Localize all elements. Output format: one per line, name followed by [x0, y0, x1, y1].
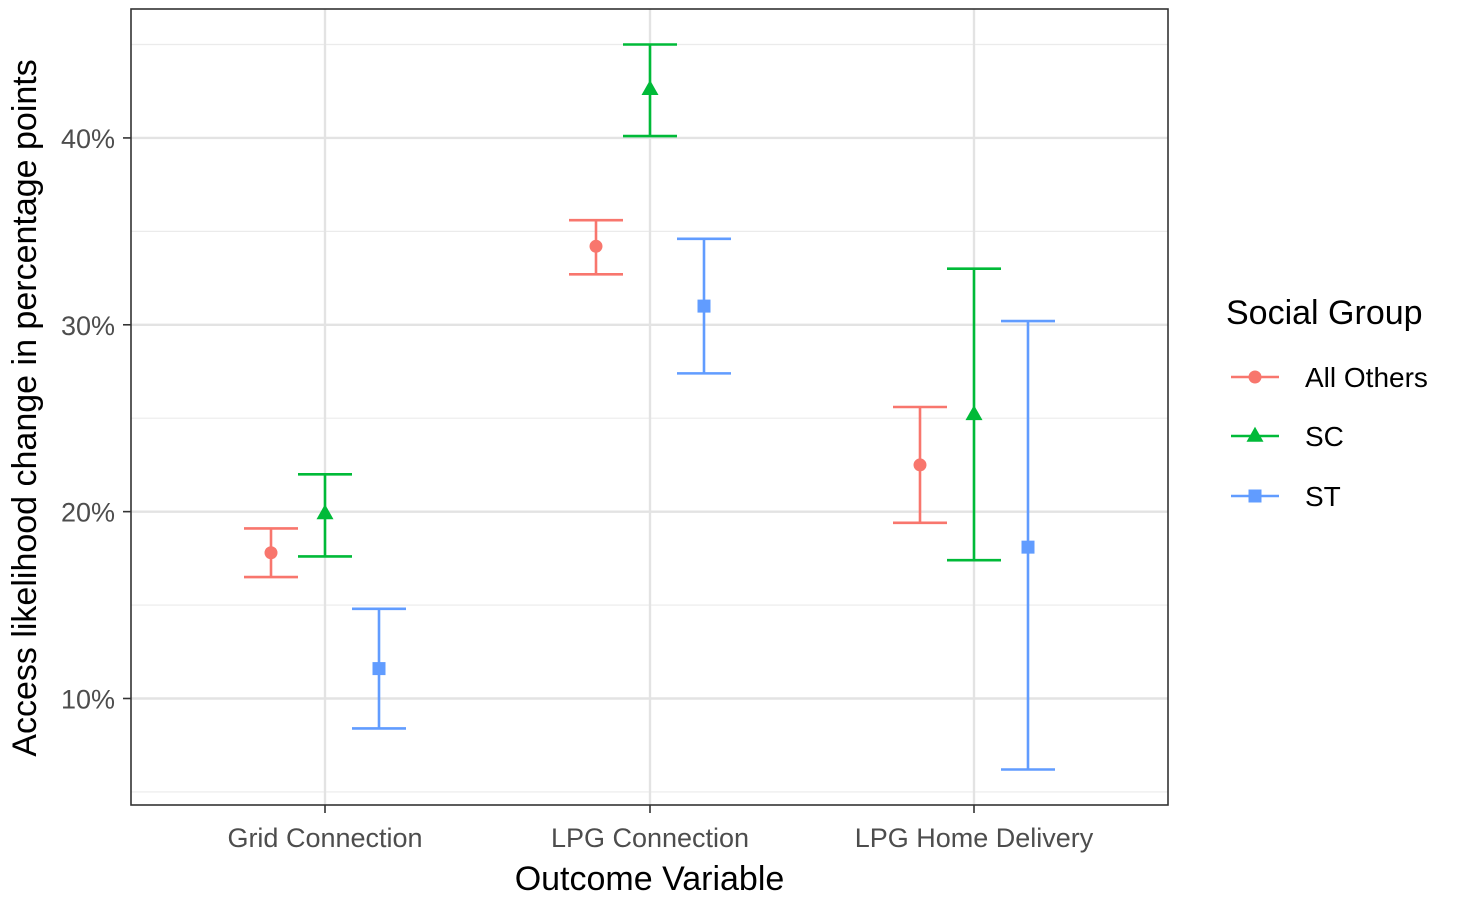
- legend-entry: ST: [1231, 481, 1341, 512]
- point-estimate: [372, 662, 386, 676]
- point-estimate: [316, 504, 334, 520]
- data-marks: [244, 43, 1055, 771]
- y-axis-title: Access likelihood change in percentage p…: [6, 59, 44, 756]
- legend-label: SC: [1305, 421, 1344, 452]
- y-tick-label: 20%: [61, 498, 115, 528]
- point-estimate: [697, 299, 711, 313]
- legend-entry: All Others: [1231, 362, 1428, 393]
- legend-key-marker: [1248, 489, 1262, 503]
- y-tick-label: 40%: [61, 124, 115, 154]
- point-estimate: [641, 80, 659, 96]
- point-estimate: [1021, 540, 1035, 554]
- series-all-others: [244, 218, 947, 579]
- legend-label: ST: [1305, 481, 1341, 512]
- y-tick-label: 30%: [61, 311, 115, 341]
- legend-title: Social Group: [1226, 294, 1423, 332]
- legend-entry: SC: [1231, 421, 1344, 452]
- series-st: [352, 237, 1055, 771]
- point-estimate: [913, 458, 927, 472]
- legend-label: All Others: [1305, 362, 1428, 393]
- axes: 10% 20% 30% 40% Grid Connection LPG Connectio…: [61, 124, 1094, 853]
- x-tick-label: LPG Home Delivery: [855, 823, 1094, 853]
- y-tick-label: 10%: [61, 684, 115, 714]
- series-sc: [298, 43, 1001, 562]
- point-estimate: [264, 546, 278, 560]
- x-tick-label: Grid Connection: [227, 823, 422, 853]
- point-estimate: [965, 405, 983, 421]
- legend: Social Group All Others SC ST: [1226, 294, 1428, 512]
- legend-key-marker: [1248, 370, 1262, 384]
- legend-key-marker: [1246, 426, 1264, 442]
- x-axis-title: Outcome Variable: [515, 860, 785, 898]
- major-gridlines: [131, 9, 1168, 805]
- point-estimate: [589, 239, 603, 253]
- x-tick-label: LPG Connection: [551, 823, 749, 853]
